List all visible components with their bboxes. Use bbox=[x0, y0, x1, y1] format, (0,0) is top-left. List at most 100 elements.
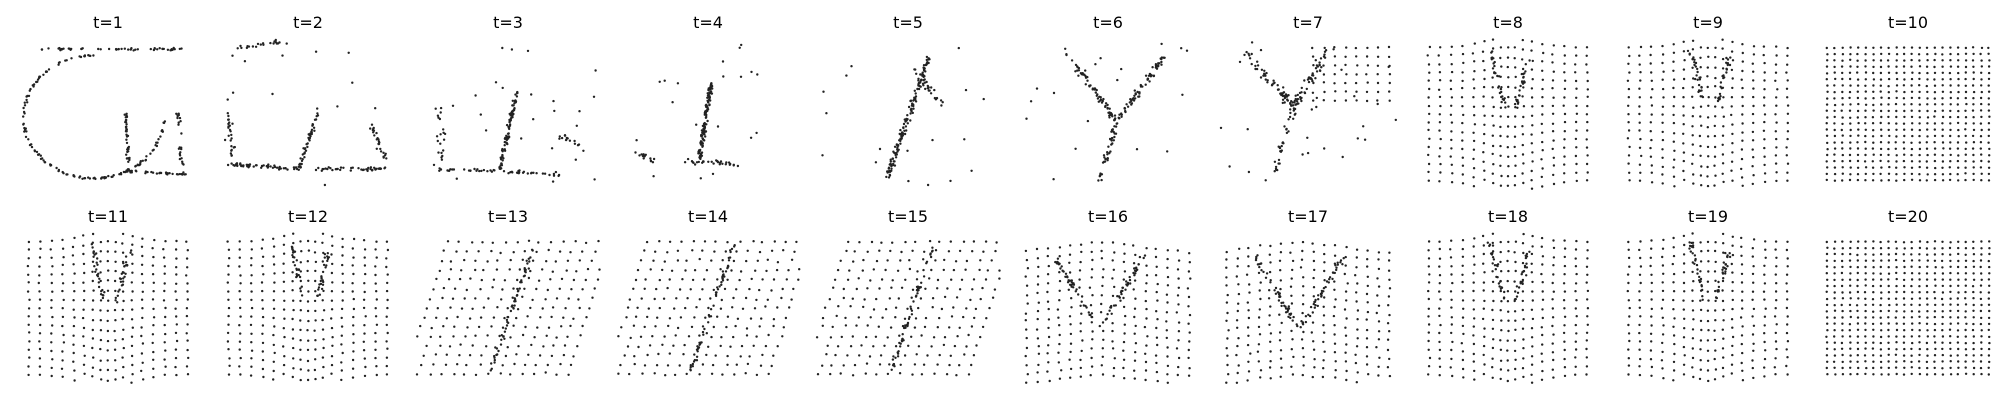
scatter-point bbox=[1987, 103, 1991, 106]
scatter-point bbox=[479, 288, 482, 291]
scatter-point bbox=[1586, 171, 1589, 174]
scatter-point bbox=[1895, 84, 1899, 87]
scatter-point bbox=[1491, 96, 1494, 99]
scatter-point bbox=[292, 241, 295, 245]
scatter-point bbox=[738, 278, 741, 282]
scatter-point bbox=[1507, 269, 1510, 273]
scatter-point bbox=[920, 334, 923, 337]
scatter-point bbox=[174, 248, 178, 251]
scatter-point bbox=[924, 87, 927, 91]
scatter-point bbox=[878, 363, 882, 366]
scatter-point bbox=[229, 139, 232, 142]
scatter-point bbox=[99, 279, 102, 283]
scatter-point bbox=[965, 345, 968, 348]
scatter-point bbox=[474, 268, 477, 272]
scatter-point bbox=[1627, 96, 1631, 99]
scatter-point bbox=[1972, 77, 1975, 81]
scatter-point bbox=[1300, 86, 1304, 90]
scatter-point bbox=[25, 95, 28, 98]
scatter-point bbox=[1144, 352, 1147, 355]
scatter-point bbox=[1090, 347, 1093, 350]
scatter-point bbox=[500, 298, 503, 301]
scatter-point bbox=[72, 343, 75, 346]
scatter-point bbox=[1941, 84, 1944, 87]
scatter-point bbox=[501, 326, 505, 329]
scatter-point bbox=[1500, 270, 1503, 273]
scatter-point bbox=[1102, 97, 1105, 101]
scatter-point bbox=[278, 41, 281, 44]
scatter-point bbox=[1375, 311, 1379, 315]
scatter-point bbox=[1059, 267, 1062, 270]
scatter-point bbox=[62, 298, 65, 302]
scatter-point bbox=[1438, 240, 1441, 243]
scatter-point bbox=[430, 326, 433, 330]
scatter-point bbox=[1751, 62, 1755, 65]
scatter-point bbox=[1264, 78, 1268, 81]
scatter-point bbox=[1226, 337, 1229, 340]
scatter-point bbox=[1333, 342, 1337, 345]
scatter-point bbox=[1910, 103, 1913, 106]
scatter-point bbox=[149, 152, 152, 155]
scatter-point bbox=[1965, 141, 1968, 144]
scatter-point bbox=[1972, 97, 1975, 100]
scatter-point bbox=[297, 168, 300, 171]
scatter-point bbox=[1696, 67, 1699, 71]
scatter-point bbox=[445, 353, 448, 356]
scatter-point bbox=[429, 373, 432, 376]
scatter-point bbox=[853, 250, 856, 253]
scatter-point bbox=[1125, 103, 1128, 106]
scatter-point bbox=[1188, 261, 1192, 264]
scatter-point bbox=[283, 335, 286, 339]
scatter-point bbox=[1312, 340, 1315, 343]
scatter-point bbox=[1856, 141, 1859, 144]
scatter-point bbox=[73, 369, 76, 372]
scatter-point bbox=[1036, 317, 1039, 321]
scatter-point bbox=[1775, 121, 1778, 124]
scatter-point bbox=[50, 374, 53, 378]
scatter-point bbox=[514, 101, 517, 104]
scatter-point bbox=[1450, 357, 1453, 361]
scatter-point bbox=[1506, 259, 1509, 263]
scatter-point bbox=[1438, 155, 1441, 158]
scatter-point bbox=[1438, 257, 1442, 260]
scatter-point bbox=[702, 138, 705, 142]
scatter-point bbox=[227, 290, 230, 293]
scatter-point bbox=[1091, 338, 1094, 341]
scatter-point bbox=[1438, 357, 1441, 360]
scatter-point bbox=[1181, 93, 1184, 97]
scatter-point bbox=[1700, 89, 1703, 92]
scatter-point bbox=[1387, 65, 1390, 69]
scatter-point bbox=[560, 136, 564, 140]
scatter-point bbox=[362, 298, 366, 301]
scatter-point bbox=[1848, 109, 1852, 112]
scatter-point bbox=[1333, 280, 1336, 283]
scatter-point bbox=[851, 335, 854, 338]
scatter-point bbox=[828, 298, 831, 301]
scatter-point bbox=[1741, 139, 1744, 142]
scatter-point bbox=[365, 168, 368, 171]
scatter-point bbox=[1649, 146, 1652, 150]
scatter-point bbox=[1322, 359, 1325, 362]
scatter-point bbox=[285, 42, 288, 45]
scatter-point bbox=[1965, 102, 1968, 106]
scatter-point bbox=[643, 249, 646, 252]
scatter-point bbox=[1187, 305, 1190, 308]
scatter-point bbox=[1933, 84, 1937, 87]
scatter-point bbox=[130, 335, 134, 338]
panel-title: t=13 bbox=[488, 207, 528, 226]
scatter-point bbox=[307, 136, 310, 140]
scatter-point bbox=[1763, 172, 1767, 175]
scatter-point bbox=[93, 265, 96, 268]
scatter-point bbox=[1111, 128, 1115, 131]
scatter-point bbox=[1180, 47, 1183, 50]
scatter-point bbox=[1026, 267, 1030, 270]
scatter-point bbox=[699, 177, 702, 180]
scatter-point bbox=[1291, 268, 1294, 272]
scatter-point bbox=[125, 118, 128, 122]
scatter-point bbox=[1895, 53, 1899, 56]
scatter-point bbox=[1491, 318, 1495, 322]
scatter-point bbox=[131, 363, 134, 367]
scatter-point bbox=[234, 163, 237, 167]
scatter-point bbox=[1302, 294, 1305, 297]
scatter-point bbox=[164, 349, 167, 352]
